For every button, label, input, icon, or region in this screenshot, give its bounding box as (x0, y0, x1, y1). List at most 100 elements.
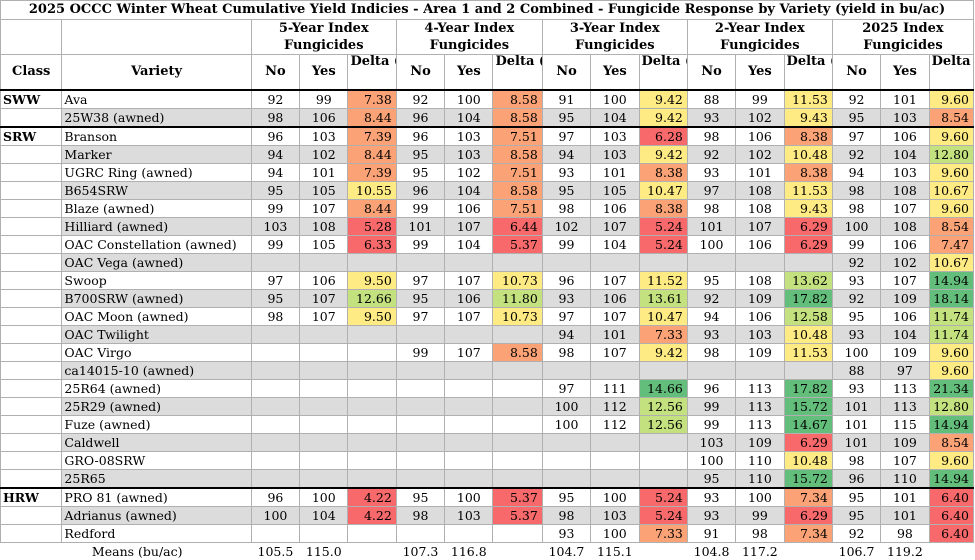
yes-cell: 107 (881, 200, 929, 218)
no-cell: 101 (687, 218, 735, 236)
delta-cell: 21.34 (929, 380, 973, 398)
yes-cell: 107 (736, 218, 784, 236)
yes-cell: 101 (591, 164, 639, 182)
group-4-year: 4-Year Index Fungicides (396, 20, 542, 55)
no-cell: 93 (687, 488, 735, 507)
delta-cell: 8.44 (348, 146, 396, 164)
delta-cell: 7.39 (348, 127, 396, 146)
no-cell: 92 (687, 290, 735, 308)
yes-cell: 99 (736, 507, 784, 525)
no-cell: 91 (542, 90, 590, 109)
no-cell: 99 (396, 344, 444, 362)
delta-cell: 10.48 (784, 326, 832, 344)
delta-cell (348, 452, 396, 470)
delta-cell: 9.42 (639, 90, 687, 109)
no-cell: 94 (542, 146, 590, 164)
variety-cell: Redford (62, 525, 251, 543)
yes-cell (445, 398, 493, 416)
delta-cell (493, 362, 542, 380)
no-cell: 99 (542, 236, 590, 254)
delta-cell: 12.56 (639, 416, 687, 434)
no-cell: 94 (687, 308, 735, 326)
no-cell: 98 (687, 127, 735, 146)
yes-cell: 107 (591, 218, 639, 236)
no-cell: 93 (832, 272, 880, 290)
no-cell: 99 (687, 416, 735, 434)
header-yes: Yes (300, 55, 348, 91)
yes-cell: 107 (445, 218, 493, 236)
class-cell (1, 109, 62, 128)
delta-cell (639, 362, 687, 380)
delta-cell (348, 525, 396, 543)
yes-cell: 110 (736, 452, 784, 470)
delta-cell: 5.37 (493, 488, 542, 507)
no-cell: 98 (542, 344, 590, 362)
delta-cell: 7.38 (348, 90, 396, 109)
class-cell: SWW (1, 90, 62, 109)
mean-yes: 119.2 (881, 543, 929, 560)
delta-cell: 8.58 (493, 146, 542, 164)
class-cell (1, 200, 62, 218)
yes-cell: 109 (881, 290, 929, 308)
yes-cell (445, 434, 493, 452)
delta-cell (784, 362, 832, 380)
yes-cell (300, 326, 348, 344)
mean-yes: 116.8 (445, 543, 493, 560)
no-cell: 94 (251, 146, 299, 164)
delta-cell: 9.60 (929, 90, 973, 109)
no-cell: 100 (832, 218, 880, 236)
variety-cell: 25R64 (awned) (62, 380, 251, 398)
no-cell (251, 470, 299, 489)
no-cell: 96 (396, 182, 444, 200)
delta-cell (348, 434, 396, 452)
no-cell (396, 254, 444, 272)
no-cell: 92 (251, 90, 299, 109)
no-cell (542, 452, 590, 470)
delta-cell: 7.47 (929, 236, 973, 254)
no-cell: 93 (687, 507, 735, 525)
no-cell: 93 (687, 164, 735, 182)
class-cell: SRW (1, 127, 62, 146)
delta-cell: 7.51 (493, 164, 542, 182)
delta-cell: 14.66 (639, 380, 687, 398)
no-cell (251, 452, 299, 470)
delta-cell (348, 470, 396, 489)
no-cell: 96 (396, 127, 444, 146)
yes-cell (591, 254, 639, 272)
delta-cell (493, 254, 542, 272)
yes-cell: 101 (881, 507, 929, 525)
yes-cell: 104 (881, 146, 929, 164)
table-title: 2025 OCCC Winter Wheat Cumulative Yield … (1, 1, 974, 20)
yes-cell: 100 (445, 488, 493, 507)
delta-cell: 8.38 (639, 164, 687, 182)
yes-cell: 107 (591, 344, 639, 362)
no-cell (251, 254, 299, 272)
delta-cell: 11.74 (929, 308, 973, 326)
yes-cell: 105 (300, 236, 348, 254)
group-3-year: 3-Year Index Fungicides (542, 20, 687, 55)
delta-cell: 4.22 (348, 488, 396, 507)
no-cell: 92 (832, 254, 880, 272)
no-cell: 97 (542, 127, 590, 146)
no-cell: 100 (687, 236, 735, 254)
delta-cell: 9.60 (929, 164, 973, 182)
yes-cell (300, 362, 348, 380)
delta-cell: 11.80 (493, 290, 542, 308)
header-no: No (396, 55, 444, 91)
delta-cell: 6.28 (639, 127, 687, 146)
mean-yes: 117.2 (736, 543, 784, 560)
yes-cell: 103 (445, 127, 493, 146)
delta-cell: 12.56 (639, 398, 687, 416)
header-delta: Delta (bu/ac) (639, 55, 687, 91)
no-cell: 95 (396, 290, 444, 308)
no-cell: 92 (832, 290, 880, 308)
delta-cell: 14.94 (929, 470, 973, 489)
yes-cell: 106 (881, 127, 929, 146)
